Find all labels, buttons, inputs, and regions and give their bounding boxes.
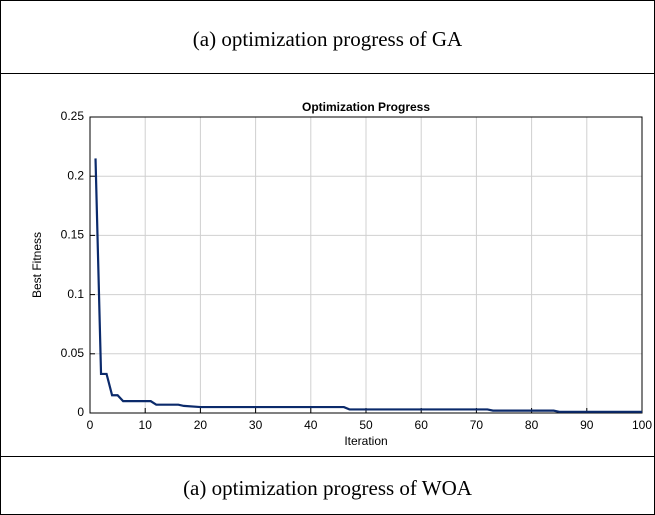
x-tick-label: 80 (525, 418, 539, 432)
x-tick-label: 50 (359, 418, 373, 432)
x-tick-label: 90 (580, 418, 594, 432)
chart: Optimization Progress Iteration Best Fit… (30, 100, 652, 448)
y-tick-label: 0.05 (61, 346, 85, 360)
x-tick-label: 30 (249, 418, 263, 432)
y-tick-label: 0 (77, 405, 84, 419)
y-tick-label: 0.1 (67, 287, 84, 301)
row-separator (1, 456, 654, 457)
x-tick-label: 70 (470, 418, 484, 432)
axes-box (89, 116, 643, 414)
x-tick-label: 0 (87, 418, 94, 432)
x-axis-label: Iteration (344, 434, 387, 448)
x-tick-label: 100 (632, 418, 652, 432)
y-tick-label: 0.15 (61, 228, 85, 242)
chart-title: Optimization Progress (302, 100, 430, 114)
row-separator (1, 73, 654, 74)
footer-cell: (a) optimization progress of WOA (183, 476, 472, 500)
data-line (94, 158, 642, 413)
x-tick-label: 40 (304, 418, 318, 432)
x-tick-label: 20 (194, 418, 208, 432)
y-axis-label: Best Fitness (30, 232, 44, 298)
x-tick-label: 60 (415, 418, 429, 432)
x-tick-label: 10 (139, 418, 153, 432)
header-cell: (a) optimization progress of GA (192, 27, 463, 51)
y-tick-label: 0.25 (61, 109, 85, 123)
y-tick-label: 0.2 (67, 168, 84, 182)
